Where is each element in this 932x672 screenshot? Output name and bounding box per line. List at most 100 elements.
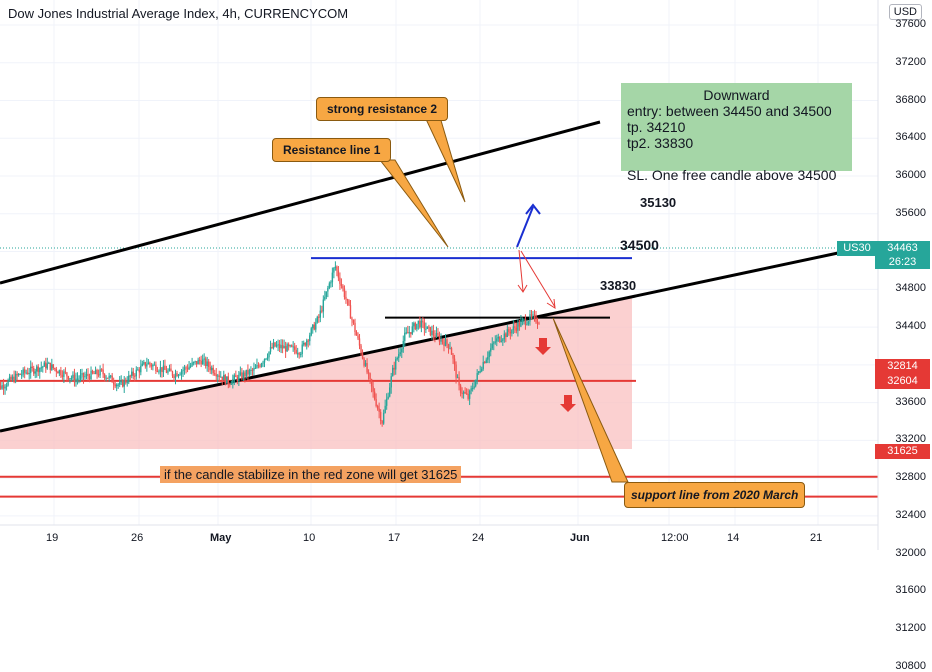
candle-body xyxy=(388,387,391,397)
candle-body xyxy=(503,333,506,340)
candle-body xyxy=(207,361,210,367)
candle-body xyxy=(37,366,39,373)
candle-body xyxy=(390,376,392,388)
candle-body xyxy=(379,411,382,421)
candle-body xyxy=(509,331,512,334)
candle-body xyxy=(538,323,540,325)
candle-body xyxy=(88,376,91,380)
price-tag-32814: 32814 xyxy=(875,359,930,374)
candle-body xyxy=(289,345,291,347)
candle-body xyxy=(212,367,214,374)
resistance-line-callout[interactable]: Resistance line 1 xyxy=(272,138,392,162)
chart-title: Dow Jones Industrial Average Index, 4h, … xyxy=(8,6,349,21)
candle-body xyxy=(307,340,309,342)
price-tick-label: 31200 xyxy=(895,622,926,635)
candle-body xyxy=(413,323,415,327)
candle-body xyxy=(286,344,288,352)
candle-body xyxy=(496,338,498,342)
candle-body xyxy=(158,371,160,373)
candle-body xyxy=(149,362,151,365)
candle-body xyxy=(90,370,92,380)
trade-setup-line: SL. One free candle above 34500 xyxy=(627,167,837,183)
candle-body xyxy=(479,371,481,373)
candle-body xyxy=(337,270,340,278)
support-line-callout[interactable]: support line from 2020 March xyxy=(624,482,806,508)
candle-body xyxy=(241,372,243,379)
candle-body xyxy=(251,369,254,371)
price-tick-label: 35600 xyxy=(895,206,926,219)
candle-body xyxy=(474,379,477,387)
candle-body xyxy=(405,332,407,334)
candle-body xyxy=(123,379,125,387)
candle-body xyxy=(115,384,118,387)
trade-setup-line xyxy=(627,151,846,167)
candle-body xyxy=(185,367,187,369)
currency-selector[interactable]: USD xyxy=(888,4,922,20)
candle-body xyxy=(102,369,104,375)
candle-body xyxy=(39,367,41,373)
down-projection-arrowhead xyxy=(517,284,528,293)
candle-body xyxy=(150,364,153,367)
trade-setup-title: Downward xyxy=(703,87,770,103)
candle-body xyxy=(159,367,162,372)
trade-setup-box[interactable]: Downward entry: between 34450 and 34500 … xyxy=(621,83,852,183)
candle-body xyxy=(108,375,110,379)
support-trendline xyxy=(0,251,839,433)
candle-body xyxy=(72,374,74,378)
candle-body xyxy=(339,277,341,284)
candle-body xyxy=(79,375,82,379)
candle-body xyxy=(529,314,531,322)
candle-body xyxy=(372,386,374,392)
candle-body xyxy=(410,332,412,334)
candle-body xyxy=(54,368,56,370)
candle-body xyxy=(52,364,55,369)
candle-body xyxy=(482,362,484,369)
candle-body xyxy=(290,345,293,347)
support-line-pointer xyxy=(552,317,629,483)
candle-body xyxy=(429,326,432,336)
level-label-33830: 33830 xyxy=(600,278,637,293)
strong-resistance-callout[interactable]: strong resistance 2 xyxy=(316,97,449,121)
candle-body xyxy=(384,405,386,413)
price-tick-label: 36000 xyxy=(895,169,926,182)
candle-body xyxy=(189,365,192,367)
candle-body xyxy=(69,378,71,380)
candle-body xyxy=(473,386,475,389)
candle-body xyxy=(373,391,376,400)
candle-body xyxy=(303,342,305,345)
candle-body xyxy=(128,375,130,383)
candle-body xyxy=(459,385,462,394)
candle-body xyxy=(203,358,205,360)
candle-body xyxy=(340,283,343,286)
candle-body xyxy=(275,345,278,347)
candle-body xyxy=(401,349,403,353)
price-tick-label: 30800 xyxy=(895,659,926,672)
red-zone-note[interactable]: if the candle stabilize in the red zone … xyxy=(160,466,462,483)
candle-body xyxy=(465,393,468,395)
candle-body xyxy=(40,367,42,369)
candle-body xyxy=(456,377,459,379)
candle-body xyxy=(324,296,326,300)
candle-body xyxy=(449,348,451,350)
candle-body xyxy=(85,373,88,376)
candle-body xyxy=(342,285,344,289)
candle-body xyxy=(194,361,196,363)
candle-body xyxy=(111,375,113,383)
candle-body xyxy=(143,362,145,364)
candle-body xyxy=(248,370,251,375)
candle-body xyxy=(75,378,77,383)
candle-body xyxy=(132,371,134,376)
candle-body xyxy=(476,373,478,380)
candle-body xyxy=(218,375,220,377)
candle-body xyxy=(223,375,225,381)
candle-body xyxy=(167,370,169,373)
candle-body xyxy=(490,348,492,352)
candle-body xyxy=(99,369,101,376)
candle-body xyxy=(296,353,299,355)
candle-body xyxy=(8,376,11,381)
candle-body xyxy=(369,373,371,380)
candle-body xyxy=(535,315,537,323)
candle-body xyxy=(530,314,533,316)
candle-body xyxy=(201,359,204,365)
candle-body xyxy=(287,344,290,347)
